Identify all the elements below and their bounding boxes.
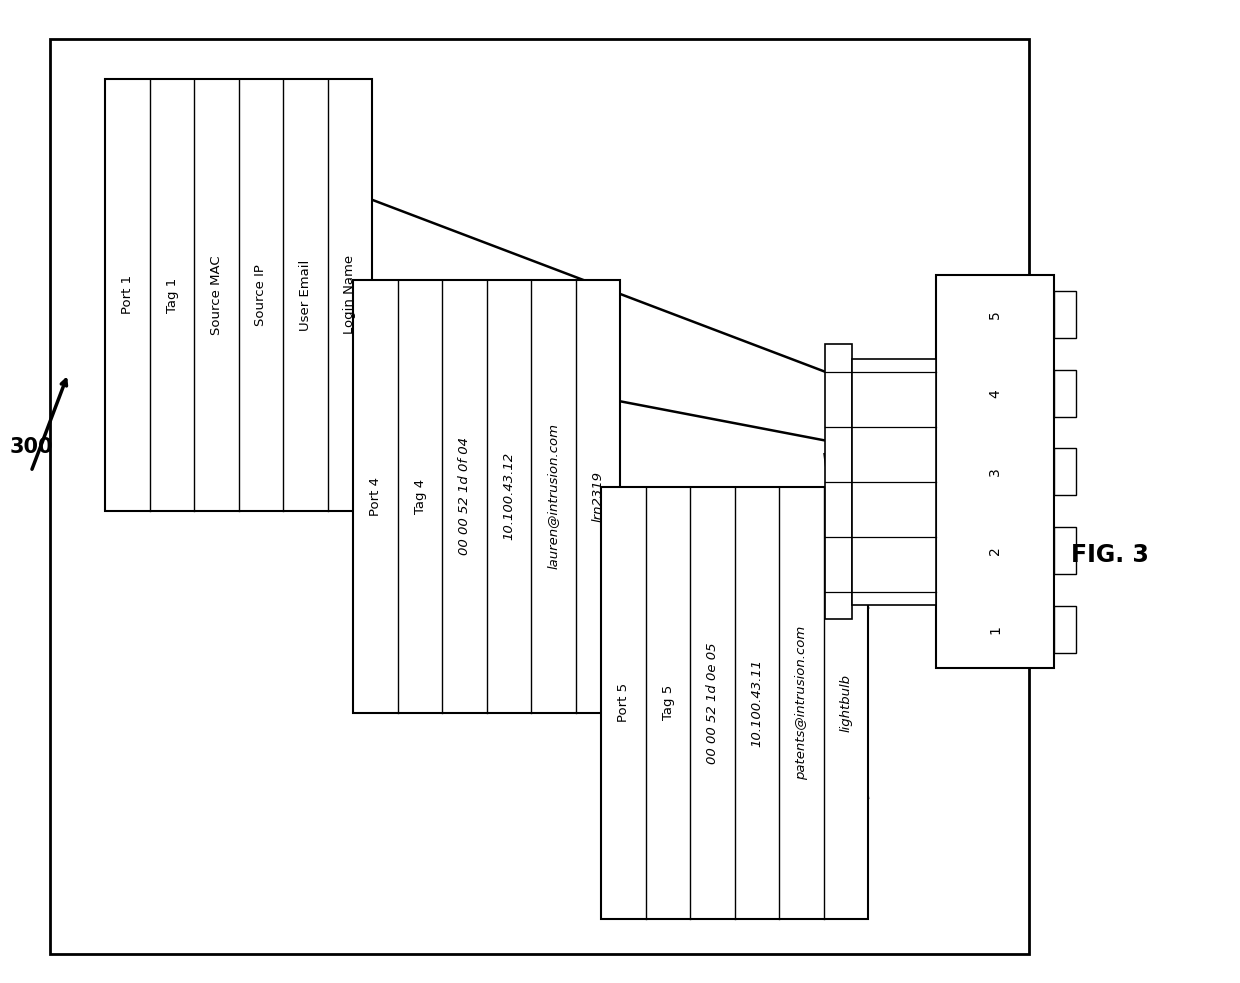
Text: Login Name: Login Name <box>343 256 356 334</box>
Bar <box>936 275 1054 668</box>
Text: User Email: User Email <box>299 260 311 330</box>
Bar <box>353 280 620 713</box>
Bar <box>1054 448 1076 495</box>
Bar <box>1054 606 1076 653</box>
Text: 300: 300 <box>10 437 53 457</box>
Bar <box>601 487 868 919</box>
Text: 1: 1 <box>988 624 1002 634</box>
Text: FIG. 3: FIG. 3 <box>1071 544 1148 567</box>
Text: Tag 1: Tag 1 <box>166 277 179 313</box>
Text: Port 5: Port 5 <box>618 683 630 723</box>
Bar <box>1054 527 1076 574</box>
Text: patents@intrusion.com: patents@intrusion.com <box>795 626 807 780</box>
Text: 2: 2 <box>988 547 1002 554</box>
Text: Tag 4: Tag 4 <box>414 479 427 514</box>
Text: lrn2319: lrn2319 <box>591 471 604 522</box>
Text: 10.100.43.11: 10.100.43.11 <box>750 659 764 747</box>
Text: 5: 5 <box>988 311 1002 318</box>
Bar <box>105 79 372 511</box>
Text: Source MAC: Source MAC <box>210 255 223 335</box>
Text: lightbulb: lightbulb <box>839 673 852 732</box>
Text: Port 1: Port 1 <box>122 275 134 315</box>
Text: 00 00 52 1d 0e 05: 00 00 52 1d 0e 05 <box>706 642 719 764</box>
Bar <box>1054 291 1076 338</box>
Text: Tag 5: Tag 5 <box>662 685 675 721</box>
Bar <box>50 39 1029 954</box>
Bar <box>852 359 936 605</box>
Bar <box>1054 370 1076 417</box>
Text: 4: 4 <box>988 389 1002 397</box>
Text: lauren@intrusion.com: lauren@intrusion.com <box>547 424 559 569</box>
Text: 10.100.43.12: 10.100.43.12 <box>502 452 516 541</box>
Text: 00 00 52 1d 0f 04: 00 00 52 1d 0f 04 <box>458 437 471 555</box>
Text: Port 4: Port 4 <box>370 477 382 516</box>
Bar <box>825 344 852 619</box>
Text: 3: 3 <box>988 468 1002 476</box>
Text: Source IP: Source IP <box>254 264 268 325</box>
